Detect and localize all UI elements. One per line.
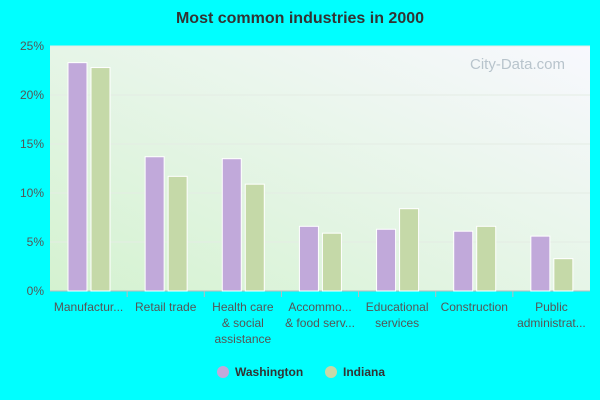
legend-marker [217,366,229,378]
legend-label: Washington [235,365,303,379]
y-tick-label: 20% [20,88,44,102]
bar [530,235,551,292]
x-tick-label: Health care & social assistance [212,300,274,346]
y-tick-label: 10% [20,186,44,200]
chart-title: Most common industries in 2000 [176,10,424,27]
x-tick-label-line: Retail trade [135,300,197,314]
x-tick-label-line: assistance [215,332,272,346]
x-tick-label-line: Educational [366,300,429,314]
watermark: City-Data.com [470,56,565,73]
bar [476,225,497,292]
bar [67,62,88,292]
x-tick-label: Retail trade [135,300,197,314]
legend-marker [325,366,337,378]
y-tick-label: 0% [27,284,45,298]
bar [376,228,397,292]
x-tick-label-line: Construction [441,300,508,314]
bar [298,225,319,292]
legend-label: Indiana [343,365,385,379]
x-tick-label-line: services [375,316,419,330]
y-tick-label: 25% [20,39,44,53]
bar [453,230,474,292]
bar [399,208,420,292]
x-tick-label: Educational services [366,300,429,330]
bar [90,67,111,292]
x-tick-label: Manufactur... [54,300,123,314]
plot-area [50,46,590,291]
y-tick-label: 15% [20,137,44,151]
x-tick-label-line: & social [222,316,264,330]
bar [144,156,165,292]
x-tick-label-line: Manufactur... [54,300,123,314]
x-tick-label-line: Health care [212,300,274,314]
bar [244,183,265,292]
x-tick-label-line: & food serv... [285,316,355,330]
x-tick-label-line: administrat... [517,316,586,330]
bar [221,158,242,292]
x-tick-label: Construction [441,300,508,314]
x-tick-label-line: Accommo... [288,300,351,314]
bar [321,232,342,292]
x-tick-label: Accommo... & food serv... [285,300,355,330]
x-tick-label-line: Public [535,300,568,314]
bar [553,258,574,292]
y-tick-label: 5% [27,235,45,249]
x-tick-label: Public administrat... [517,300,586,330]
bar [167,175,188,292]
